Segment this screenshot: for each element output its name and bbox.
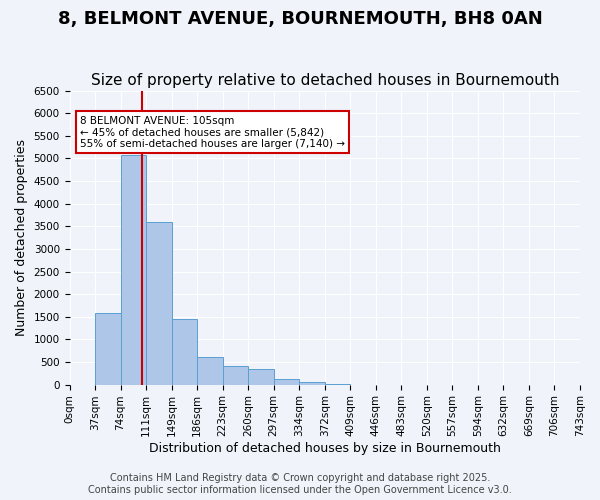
Bar [172,319,197,384]
Bar [274,378,299,384]
Text: 8 BELMONT AVENUE: 105sqm
← 45% of detached houses are smaller (5,842)
55% of sem: 8 BELMONT AVENUE: 105sqm ← 45% of detach… [80,116,345,148]
Bar [121,155,146,384]
Text: Contains HM Land Registry data © Crown copyright and database right 2025.
Contai: Contains HM Land Registry data © Crown c… [88,474,512,495]
Bar [223,366,248,384]
Bar [146,222,172,384]
Bar [299,382,325,384]
X-axis label: Distribution of detached houses by size in Bournemouth: Distribution of detached houses by size … [149,442,501,455]
Bar [197,356,223,384]
Bar [248,369,274,384]
Y-axis label: Number of detached properties: Number of detached properties [15,139,28,336]
Bar [95,313,121,384]
Text: 8, BELMONT AVENUE, BOURNEMOUTH, BH8 0AN: 8, BELMONT AVENUE, BOURNEMOUTH, BH8 0AN [58,10,542,28]
Title: Size of property relative to detached houses in Bournemouth: Size of property relative to detached ho… [91,73,559,88]
